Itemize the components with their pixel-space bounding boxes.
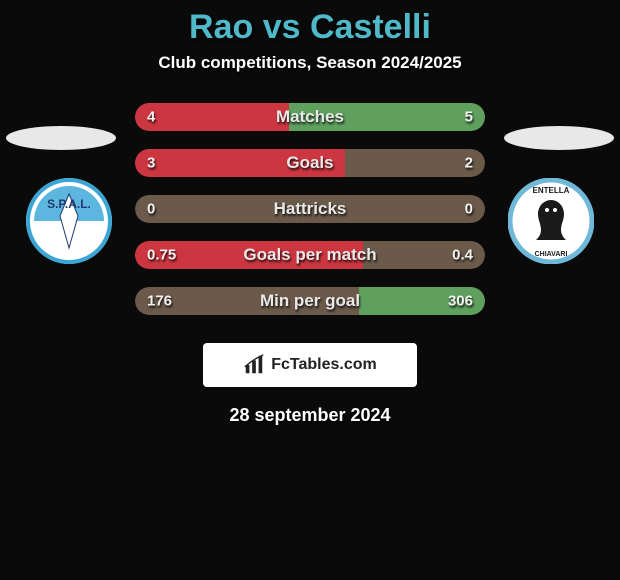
stat-value-right: 0: [465, 201, 473, 218]
branding-box: FcTables.com: [203, 343, 417, 387]
stat-row: 0.75 0.4 Goals per match: [135, 241, 485, 269]
stat-value-left: 0.75: [147, 247, 176, 264]
page-title: Rao vs Castelli: [0, 0, 620, 47]
stat-value-right: 2: [465, 155, 473, 172]
bar-chart-icon: [243, 354, 265, 376]
stat-label: Matches: [276, 107, 344, 127]
stat-value-left: 3: [147, 155, 155, 172]
stat-value-right: 306: [448, 293, 473, 310]
subtitle-text: Club competitions, Season 2024/2025: [158, 53, 461, 72]
branding-text: FcTables.com: [271, 356, 377, 374]
stat-value-left: 176: [147, 293, 172, 310]
stat-label: Min per goal: [260, 291, 360, 311]
stat-row: 4 5 Matches: [135, 103, 485, 131]
stat-bars-column: 4 5 Matches 3 2 Goals 0 0 Hattricks 0.75 0.4 Goals …: [135, 103, 485, 315]
title-text: Rao vs Castelli: [189, 8, 431, 46]
stat-row: 176 306 Min per goal: [135, 287, 485, 315]
stat-label: Hattricks: [274, 199, 347, 219]
stat-label: Goals per match: [243, 245, 376, 265]
date-value: 28 september 2024: [229, 405, 390, 425]
stat-value-right: 0.4: [452, 247, 473, 264]
stat-row: 3 2 Goals: [135, 149, 485, 177]
date-text: 28 september 2024: [0, 405, 620, 426]
stat-fill-left: [135, 103, 289, 131]
stat-label: Goals: [286, 153, 333, 173]
stat-value-right: 5: [465, 109, 473, 126]
stats-area: 4 5 Matches 3 2 Goals 0 0 Hattricks 0.75 0.4 Goals …: [0, 103, 620, 315]
stat-value-left: 4: [147, 109, 155, 126]
stat-value-left: 0: [147, 201, 155, 218]
stat-row: 0 0 Hattricks: [135, 195, 485, 223]
subtitle: Club competitions, Season 2024/2025: [0, 53, 620, 73]
